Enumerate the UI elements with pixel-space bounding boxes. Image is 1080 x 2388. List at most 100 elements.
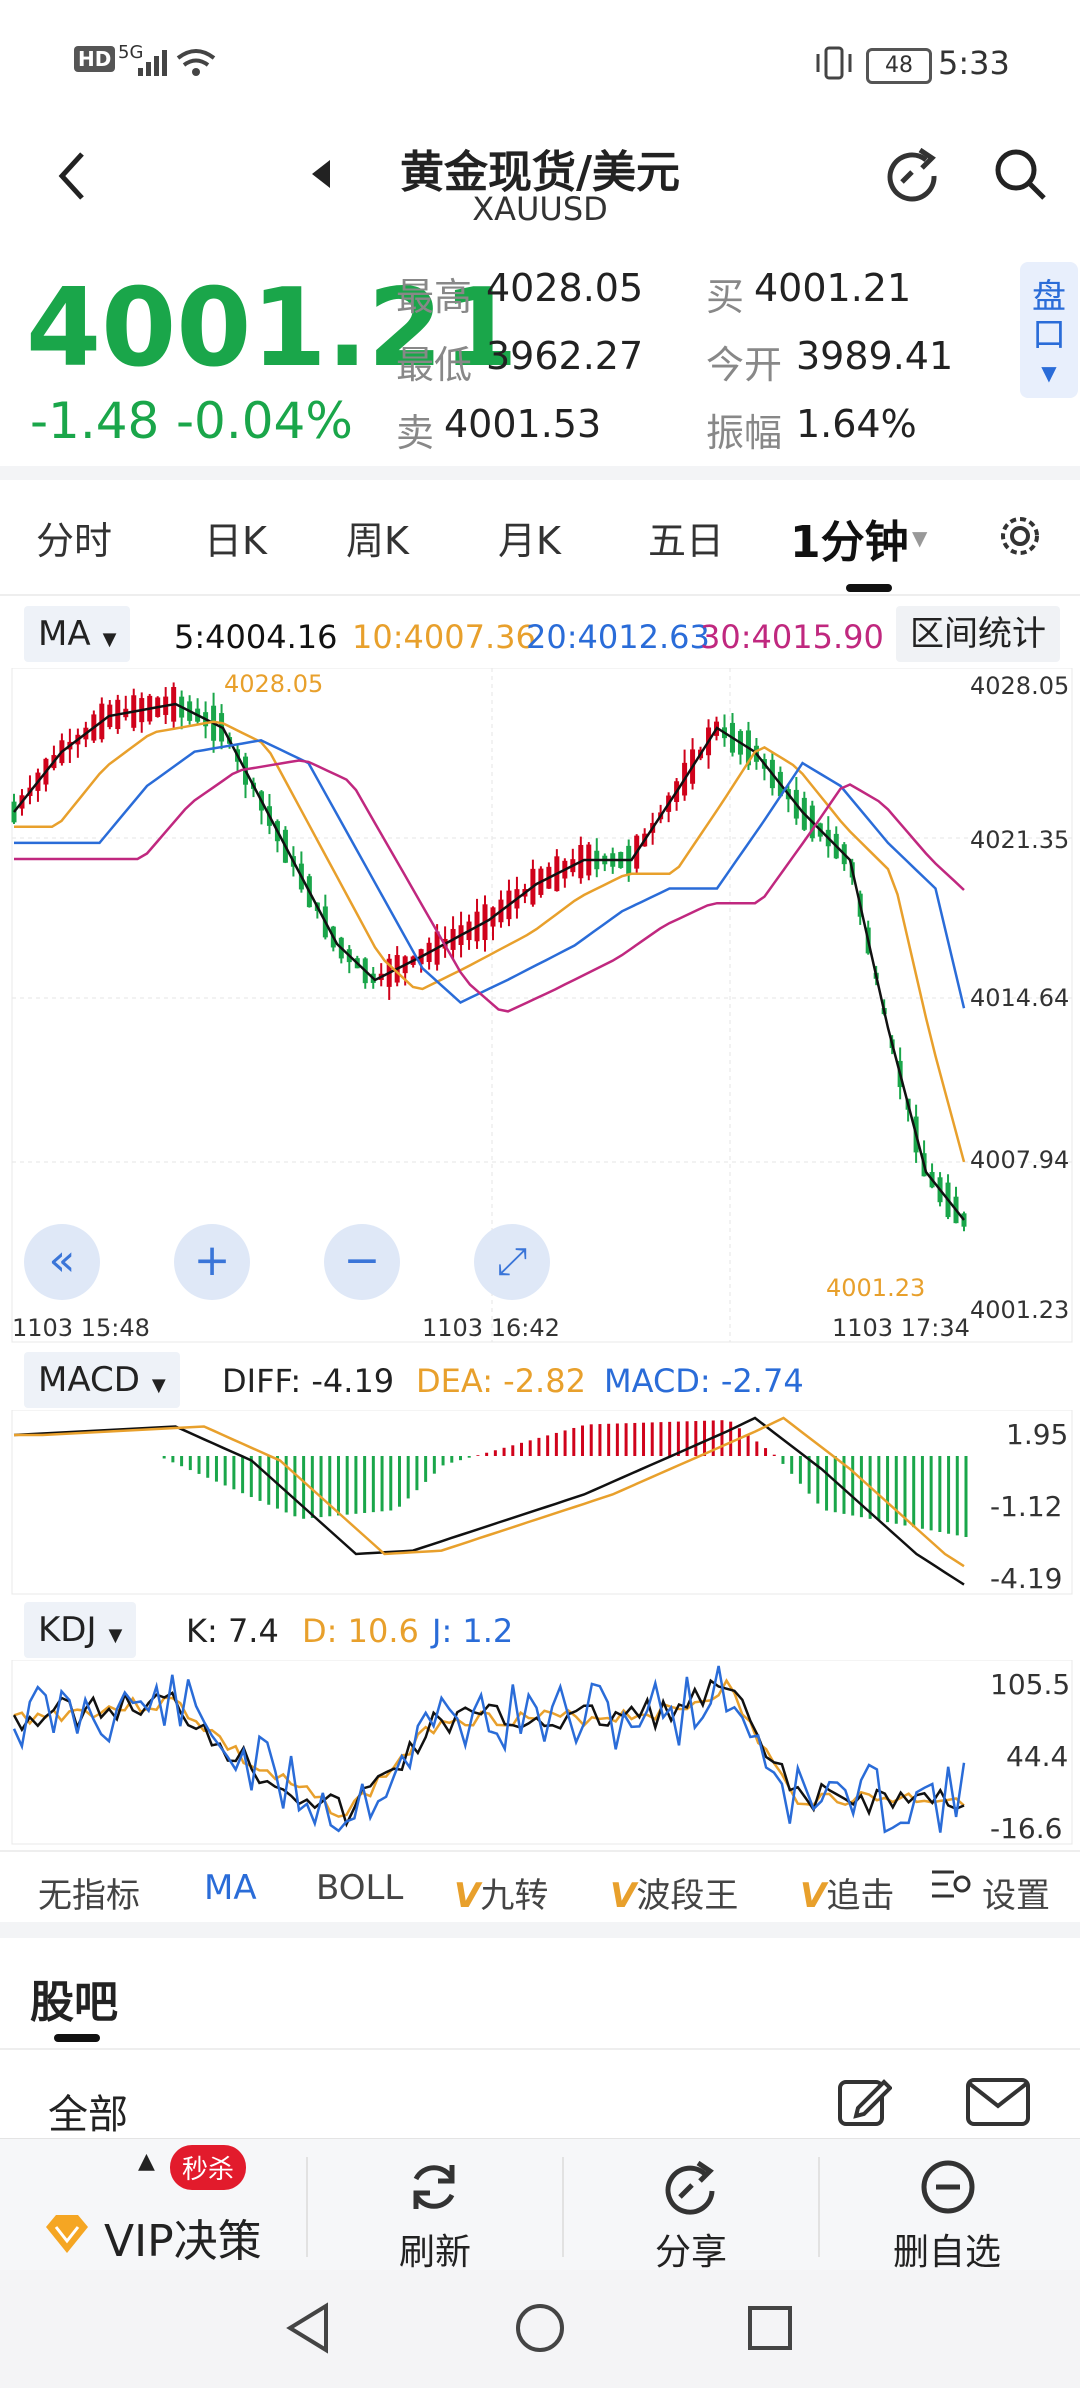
ma-indicator-label: MA (38, 614, 91, 654)
diamond-icon (46, 2215, 88, 2253)
guba-title[interactable]: 股吧 (30, 1977, 118, 2028)
y-tick: 1.95 (1006, 1418, 1068, 1451)
ma-indicator-button[interactable]: MA ▼ (24, 606, 131, 662)
indicator-tab-zhuiji[interactable]: V追击 (800, 1868, 928, 1917)
amplitude-value: 1.64% (796, 402, 917, 446)
high-value: 4028.05 (486, 266, 644, 310)
kdj-d: D: 10.6 (302, 1612, 419, 1650)
share-button[interactable]: 分享 (586, 2147, 796, 2273)
kdj-lines (12, 1665, 966, 1834)
last-price: 4001.21 (26, 266, 518, 391)
price-change-pct: -0.04% (176, 392, 353, 450)
sell-value: 4001.53 (444, 402, 602, 446)
tab-five-day[interactable]: 五日 (648, 519, 725, 563)
kdj-k: K: 7.4 (186, 1612, 279, 1650)
tab-timeshare[interactable]: 分时 (36, 519, 113, 563)
list-settings-icon (932, 1870, 971, 1898)
prev-instrument-icon[interactable] (306, 152, 334, 196)
tab-1min[interactable]: 1分钟 (790, 517, 909, 568)
refresh-button[interactable]: 刷新 (330, 2147, 540, 2273)
zoom-out-button[interactable]: − (324, 1224, 400, 1300)
indicator-tab-label: 波段王 (636, 1876, 739, 1916)
ma30-value: 30:4015.90 (700, 618, 884, 656)
y-tick: 4021.35 (970, 826, 1069, 854)
indicator-tab-ma[interactable]: MA (204, 1868, 257, 1908)
tab-monthly-k[interactable]: 月K (498, 519, 561, 563)
order-book-button[interactable]: 盘口 ▼ (1020, 262, 1078, 398)
app-header: 黄金现货/美元 XAUUSD (0, 120, 1080, 270)
macd-diff: DIFF: -4.19 (222, 1362, 395, 1400)
divider (0, 594, 1080, 596)
status-bar: HD 5G 48 5:33 (0, 0, 1080, 120)
vip-decision-button[interactable]: ▲ 秒杀 VIP决策 (20, 2145, 310, 2267)
kline-chart[interactable]: 4028.05 4001.23 4028.05 4021.35 4014.64 … (0, 668, 1080, 1348)
flash-sale-badge: 秒杀 (170, 2145, 247, 2190)
indicator-tab-label: 追击 (826, 1876, 895, 1916)
caret-up-icon: ▲ (138, 2149, 155, 2174)
hd-indicator: HD (74, 46, 116, 72)
settings-tab[interactable]: 设置 (924, 1854, 1080, 1918)
mail-icon[interactable] (964, 2076, 1032, 2128)
range-stats-button[interactable]: 区间统计 (896, 606, 1060, 662)
filter-all[interactable]: 全部 (48, 2092, 128, 2138)
scroll-left-button[interactable]: « (24, 1224, 100, 1300)
kdj-indicator-label: KDJ (38, 1610, 97, 1650)
network-type: 5G (118, 42, 144, 63)
y-tick: 4001.23 (970, 1296, 1069, 1324)
search-icon[interactable] (990, 142, 1054, 206)
y-tick: 4007.94 (970, 1146, 1069, 1174)
last-price-label: 4001.23 (826, 1274, 925, 1302)
grid (12, 668, 1072, 1342)
symbol-code: XAUUSD (472, 190, 608, 228)
macd-dea: DEA: -2.82 (416, 1362, 586, 1400)
open-label: 今开 (706, 343, 783, 387)
low-value: 3962.27 (486, 334, 644, 378)
indicator-tab-none[interactable]: 无指标 (38, 1876, 140, 1916)
tab-weekly-k[interactable]: 周K (346, 519, 409, 563)
divider (818, 2157, 820, 2257)
tab-indicator (846, 584, 892, 592)
bottom-toolbar: ▲ 秒杀 VIP决策 刷新 分享 删自选 (0, 2138, 1080, 2273)
indicator-tab-boduanwang[interactable]: V波段王 (610, 1868, 738, 1917)
amplitude-label: 振幅 (706, 411, 783, 455)
edit-post-icon[interactable] (836, 2074, 892, 2130)
divider (0, 2048, 1080, 2050)
y-tick: 4014.64 (970, 984, 1069, 1012)
kdj-line (13, 1678, 965, 1818)
nav-home-icon[interactable] (512, 2300, 568, 2356)
ma5-value: 5:4004.16 (174, 618, 338, 656)
price-change: -1.48 (30, 392, 160, 450)
macd-line (13, 1416, 965, 1586)
ma-line (13, 702, 965, 1221)
remove-watchlist-label: 删自选 (892, 2232, 1001, 2273)
macd-value: MACD: -2.74 (604, 1362, 804, 1400)
kdj-indicator-button[interactable]: KDJ ▼ (24, 1602, 137, 1658)
zoom-in-button[interactable]: + (174, 1224, 250, 1300)
x-tick: 1103 16:42 (422, 1314, 560, 1342)
remove-watchlist-button[interactable]: 删自选 (842, 2147, 1052, 2273)
back-arrow-icon[interactable] (52, 148, 92, 204)
battery-icon: 48 (866, 48, 932, 84)
x-tick: 1103 15:48 (12, 1314, 150, 1342)
indicator-tab-boll[interactable]: BOLL (316, 1868, 404, 1908)
ma-lines (13, 702, 966, 1221)
tab-daily-k[interactable]: 日K (204, 519, 267, 563)
indicator-tab-label: 九转 (480, 1876, 549, 1916)
nav-back-icon[interactable] (282, 2300, 338, 2356)
fullscreen-button[interactable]: ⤢ (474, 1224, 550, 1300)
kdj-line (12, 1665, 966, 1834)
settings-label: 设置 (982, 1876, 1050, 1916)
refresh-label: 刷新 (398, 2232, 471, 2273)
divider (0, 466, 1080, 480)
chevron-down-icon: ▼ (102, 629, 117, 650)
y-tick: 44.4 (1006, 1740, 1068, 1773)
gear-icon[interactable] (996, 512, 1044, 560)
indicator-tab-jiuzhuan[interactable]: V九转 (454, 1868, 548, 1917)
nav-recents-icon[interactable] (742, 2300, 798, 2356)
divider (562, 2157, 564, 2257)
tab-dropdown-icon[interactable]: ▼ (912, 526, 928, 550)
macd-indicator-button[interactable]: MACD ▼ (24, 1352, 180, 1408)
system-nav-bar (0, 2270, 1080, 2388)
v-icon: V (454, 1876, 481, 1916)
share-refresh-icon[interactable] (880, 142, 944, 206)
